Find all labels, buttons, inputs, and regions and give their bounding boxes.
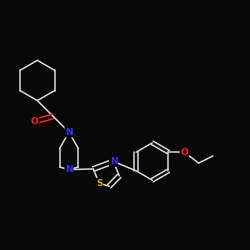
- Text: N: N: [65, 128, 73, 137]
- Text: S: S: [96, 179, 102, 188]
- Text: N: N: [110, 157, 117, 166]
- Text: O: O: [180, 148, 188, 157]
- Text: O: O: [30, 117, 38, 126]
- Text: N: N: [65, 165, 73, 174]
